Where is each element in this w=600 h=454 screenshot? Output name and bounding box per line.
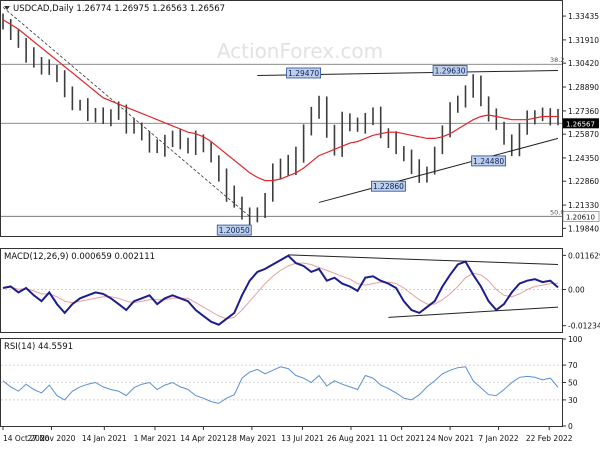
price-y-tick-label: 1.21330 <box>568 201 599 210</box>
watermark: ActionForex.com <box>217 39 383 63</box>
trendline <box>318 137 559 203</box>
moving-average-line <box>2 19 558 182</box>
price-annotation-box <box>216 224 252 236</box>
rsi-panel: 100 70 50 30 0 <box>1 335 583 431</box>
current-price-box <box>563 118 599 129</box>
macd-y-tick-label: -0.012348 <box>568 322 600 331</box>
price-title-group: USDCAD,Daily 1.26774 1.26975 1.26563 1.2… <box>4 4 225 14</box>
price-annotation-box <box>471 155 507 167</box>
x-tick-label: 14 Apr 2021 <box>180 434 227 443</box>
x-tick-label: 28 May 2021 <box>227 434 276 443</box>
macd-panel: 0.011629 0.00 -0.012348 <box>1 251 600 331</box>
price-annotation: 1.22860 <box>373 182 404 191</box>
x-tick-label: 14 Oct 2020 <box>3 434 50 443</box>
level-price-tag-box <box>562 211 600 222</box>
price-panel: 1.33435 1.31910 1.30420 1.28890 1.27360 1.258… <box>1 6 600 236</box>
price-annotation: 1.29630 <box>435 66 466 75</box>
x-tick-label: 27 Nov 2020 <box>27 434 75 443</box>
x-tick-label: 7 Jan 2022 <box>478 434 518 443</box>
dropdown-arrow-icon[interactable] <box>4 6 10 10</box>
rsi-y-tick-label: 0 <box>568 422 573 431</box>
x-tick-label: 13 Jul 2021 <box>281 434 324 443</box>
x-tick-label: 11 Oct 2021 <box>378 434 425 443</box>
rsi-y-tick-label: 100 <box>568 335 583 344</box>
current-price-label: 1.26567 <box>566 120 595 128</box>
price-y-tick-label: 1.31910 <box>568 36 599 45</box>
price-y-tick-label: 1.33435 <box>568 12 599 21</box>
macd-title: MACD(12,26,9) 0.000659 0.002111 <box>4 252 155 262</box>
macd-y-tick-label: 0.011629 <box>568 251 600 260</box>
rsi-y-tick-label: 50 <box>568 379 578 388</box>
fib-level-label: 38.2 <box>550 56 564 64</box>
price-y-tick-label: 1.25870 <box>568 130 599 139</box>
fib-level-label: 50.0 <box>550 208 564 216</box>
price-annotation-box <box>371 180 406 192</box>
price-y-tick-label: 1.22860 <box>568 177 599 186</box>
x-tick-label: 22 Feb 2022 <box>526 434 573 443</box>
rsi-line <box>2 366 559 404</box>
rsi-y-tick-label: 70 <box>568 361 578 370</box>
level-price-tag: 1.20610 <box>566 213 595 221</box>
rsi-title: RSI(14) 44.5591 <box>4 342 73 352</box>
price-y-tick-label: 1.19840 <box>568 224 599 233</box>
macd-trendline <box>388 306 559 318</box>
price-annotation: 1.24480 <box>473 157 504 166</box>
x-tick-label: 24 Nov 2021 <box>426 434 474 443</box>
rsi-y-tick-label: 30 <box>568 396 578 405</box>
macd-y-tick-label: 0.00 <box>568 285 585 294</box>
price-annotation: 1.20050 <box>219 226 250 235</box>
price-y-tick-label: 1.30420 <box>568 59 599 68</box>
price-annotation-box <box>432 65 468 76</box>
x-tick-label: 14 Jan 2021 <box>82 434 127 443</box>
x-tick-label: 26 Aug 2021 <box>327 434 375 443</box>
macd-trendline <box>288 254 559 266</box>
macd-panel-frame <box>0 248 563 333</box>
price-annotation: 1.29470 <box>288 69 319 78</box>
macd-line <box>2 254 559 326</box>
price-title: USDCAD,Daily 1.26774 1.26975 1.26563 1.2… <box>13 4 225 14</box>
price-y-tick-label: 1.28890 <box>568 83 599 92</box>
price-annotation-box <box>286 67 322 79</box>
price-y-tick-label: 1.24350 <box>568 154 599 163</box>
price-panel-frame <box>0 0 563 237</box>
x-tick-label: 1 Mar 2021 <box>134 434 177 443</box>
macd-signal-line <box>2 262 559 320</box>
price-y-tick-label: 1.27360 <box>568 107 599 116</box>
